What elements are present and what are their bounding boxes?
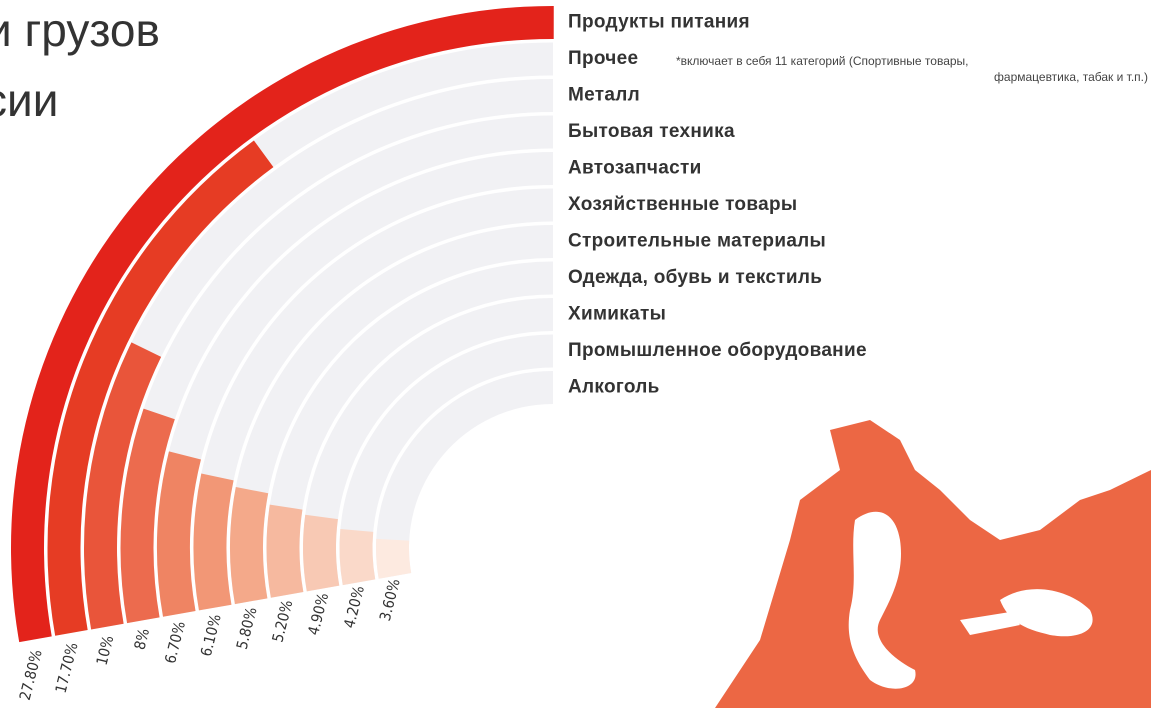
legend-label: Алкоголь (568, 377, 660, 398)
legend-label: Автозапчасти (568, 158, 702, 179)
chart-title: сии (0, 74, 58, 126)
bar (47, 140, 274, 636)
map (715, 420, 1151, 708)
chart-title: и грузов (0, 4, 160, 56)
data-label: 17.70% (52, 641, 82, 695)
bar (303, 514, 340, 592)
legend-label: Строительные материалы (568, 231, 826, 252)
legend-label: Химикаты (568, 304, 666, 325)
data-label: 3.60% (376, 577, 404, 623)
bar (339, 528, 376, 586)
data-label: 8% (131, 626, 154, 651)
legend-label: Прочее (568, 48, 638, 69)
bar (193, 473, 234, 611)
legend-label: Промышленное оборудование (568, 340, 867, 361)
legend-label: Одежда, обувь и текстиль (568, 267, 822, 288)
bar (266, 504, 304, 598)
legend-label: Продукты питания (568, 12, 750, 33)
data-label: 4.20% (340, 584, 368, 630)
legend-label: Металл (568, 85, 640, 106)
data-label: 6.10% (197, 612, 225, 658)
legend-note: *включает в себя 11 категорий (Спортивны… (676, 54, 969, 68)
bar (120, 408, 175, 624)
data-label: 4.90% (304, 591, 332, 637)
bar (376, 538, 412, 579)
bar (230, 487, 269, 605)
legend-note: фармацевтика, табак и т.п.) (994, 70, 1148, 84)
data-label: 10% (93, 633, 118, 667)
data-label: 6.70% (161, 619, 189, 665)
data-label: 27.80% (16, 648, 46, 702)
sea (848, 511, 1093, 689)
bar (157, 451, 201, 617)
legend-label: Бытовая техника (568, 121, 735, 142)
legend-label: Хозяйственные товары (568, 194, 797, 215)
track (193, 188, 553, 611)
data-label: 5.80% (233, 605, 261, 651)
data-label: 5.20% (269, 598, 297, 644)
bar (83, 342, 162, 630)
